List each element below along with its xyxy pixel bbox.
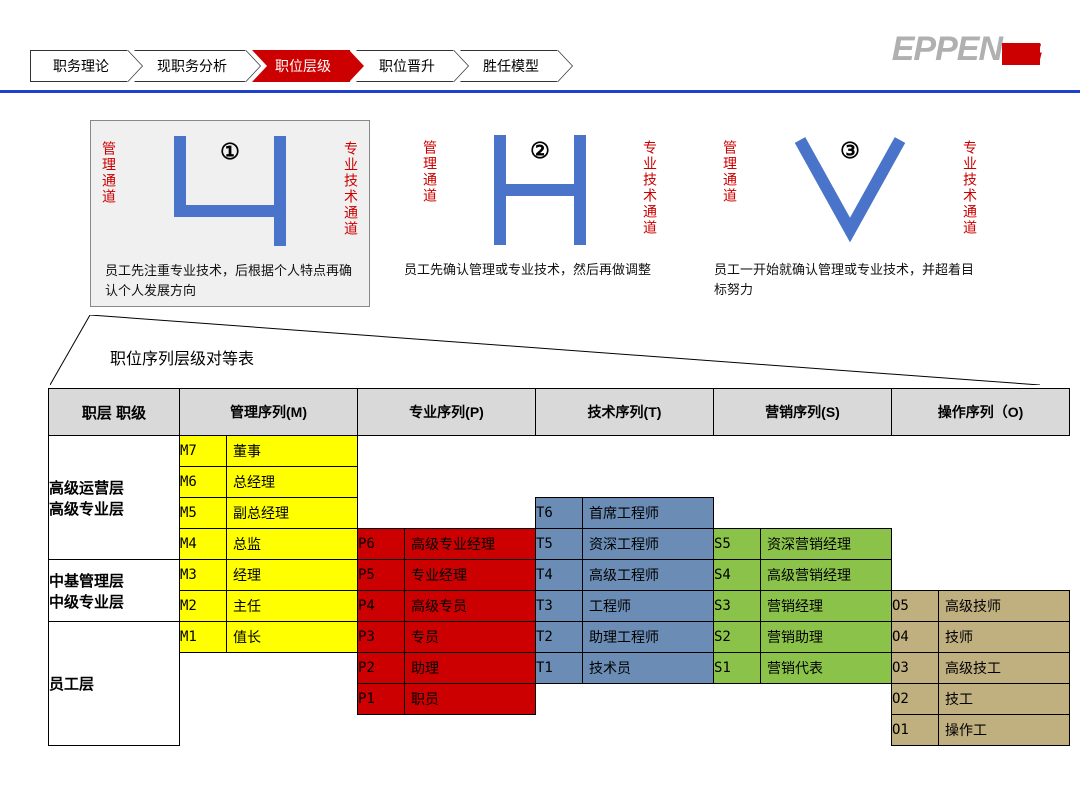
- mgmt-channel-label: 管理通道: [99, 141, 119, 205]
- col-t: 技术序列(T): [536, 389, 714, 436]
- code-cell: S3: [714, 591, 761, 622]
- path-number: ②: [530, 138, 550, 164]
- table-header-row: 职层 职级 管理序列(M) 专业序列(P) 技术序列(T) 营销序列(S) 操作…: [49, 389, 1070, 436]
- label-cell: 技工: [939, 684, 1070, 715]
- code-cell: S1: [714, 653, 761, 684]
- code-cell: O2: [892, 684, 939, 715]
- label-cell: 助理工程师: [583, 622, 714, 653]
- code-cell: T3: [536, 591, 583, 622]
- code-cell: T2: [536, 622, 583, 653]
- label-cell: 首席工程师: [583, 498, 714, 529]
- code-cell: S5: [714, 529, 761, 560]
- code-cell: M3: [180, 560, 227, 591]
- code-cell: P1: [358, 684, 405, 715]
- crumb-competency[interactable]: 胜任模型: [460, 50, 558, 82]
- code-cell: T5: [536, 529, 583, 560]
- code-cell: P4: [358, 591, 405, 622]
- path-desc: 员工一开始就确认管理或专业技术，并超着目标努力: [710, 260, 990, 299]
- label-cell: 主任: [227, 591, 358, 622]
- code-cell: P5: [358, 560, 405, 591]
- label-cell: 资深工程师: [583, 529, 714, 560]
- code-cell: P6: [358, 529, 405, 560]
- code-cell: T6: [536, 498, 583, 529]
- path-desc: 员工先确认管理或专业技术，然后再做调整: [400, 260, 680, 280]
- layer-middle: 中基管理层 中级专业层: [49, 560, 180, 622]
- table-row: 员工层 M1 值长 P3 专员 T2 助理工程师 S2 营销助理 O4 技师: [49, 622, 1070, 653]
- code-cell: S2: [714, 622, 761, 653]
- table-row: M2 主任 P4 高级专员 T3 工程师 S3 营销经理 O5 高级技师: [49, 591, 1070, 622]
- layer-senior: 高级运营层 高级专业层: [49, 436, 180, 560]
- table-title: 职位序列层级对等表: [110, 345, 254, 369]
- label-cell: 高级专业经理: [405, 529, 536, 560]
- label-cell: 高级营销经理: [761, 560, 892, 591]
- path-number: ③: [840, 138, 860, 164]
- path-number: ①: [220, 139, 240, 165]
- path-desc: 员工先注重专业技术，后根据个人特点再确认个人发展方向: [101, 261, 359, 300]
- mgmt-channel-label: 管理通道: [420, 140, 440, 204]
- code-cell: M5: [180, 498, 227, 529]
- crumb-analysis[interactable]: 现职务分析: [134, 50, 246, 82]
- col-m: 管理序列(M): [180, 389, 358, 436]
- label-cell: 工程师: [583, 591, 714, 622]
- code-cell: M4: [180, 529, 227, 560]
- career-path-2: 管理通道 专业技术通道 ② 员工先确认管理或专业技术，然后再做调整: [400, 120, 680, 307]
- label-cell: 助理: [405, 653, 536, 684]
- label-cell: 值长: [227, 622, 358, 653]
- code-cell: M6: [180, 467, 227, 498]
- label-cell: 高级技工: [939, 653, 1070, 684]
- label-cell: 高级技师: [939, 591, 1070, 622]
- label-cell: 资深营销经理: [761, 529, 892, 560]
- code-cell: O1: [892, 715, 939, 746]
- label-cell: 技师: [939, 622, 1070, 653]
- divider: [0, 90, 1080, 93]
- table-row: P2 助理 T1 技术员 S1 营销代表 O3 高级技工: [49, 653, 1070, 684]
- col-layer: 职层 职级: [49, 389, 180, 436]
- label-cell: 董事: [227, 436, 358, 467]
- grade-table: 职层 职级 管理序列(M) 专业序列(P) 技术序列(T) 营销序列(S) 操作…: [48, 388, 1070, 746]
- tech-channel-label: 专业技术通道: [960, 140, 980, 236]
- code-cell: M2: [180, 591, 227, 622]
- crumb-theory[interactable]: 职务理论: [30, 50, 128, 82]
- code-cell: P2: [358, 653, 405, 684]
- crumb-promotion[interactable]: 职位晋升: [356, 50, 454, 82]
- col-s: 营销序列(S): [714, 389, 892, 436]
- crumb-level[interactable]: 职位层级: [252, 50, 350, 82]
- label-cell: 技术员: [583, 653, 714, 684]
- code-cell: P3: [358, 622, 405, 653]
- code-cell: O4: [892, 622, 939, 653]
- code-cell: T1: [536, 653, 583, 684]
- code-cell: O3: [892, 653, 939, 684]
- code-cell: O5: [892, 591, 939, 622]
- code-cell: T4: [536, 560, 583, 591]
- mgmt-channel-label: 管理通道: [720, 140, 740, 204]
- label-cell: 总监: [227, 529, 358, 560]
- career-path-3: 管理通道 专业技术通道 ③ 员工一开始就确认管理或专业技术，并超着目标努力: [710, 120, 990, 307]
- code-cell: M7: [180, 436, 227, 467]
- label-cell: 副总经理: [227, 498, 358, 529]
- label-cell: 营销经理: [761, 591, 892, 622]
- label-cell: 操作工: [939, 715, 1070, 746]
- code-cell: S4: [714, 560, 761, 591]
- label-cell: 总经理: [227, 467, 358, 498]
- col-o: 操作序列（O): [892, 389, 1070, 436]
- col-p: 专业序列(P): [358, 389, 536, 436]
- label-cell: 高级工程师: [583, 560, 714, 591]
- label-cell: 职员: [405, 684, 536, 715]
- career-path-1: 管理通道 专业技术通道 ① 员工先注重专业技术，后根据个人特点再确认个人发展方向: [90, 120, 370, 307]
- code-cell: M1: [180, 622, 227, 653]
- tech-channel-label: 专业技术通道: [341, 141, 361, 237]
- label-cell: 经理: [227, 560, 358, 591]
- label-cell: 专业经理: [405, 560, 536, 591]
- label-cell: 专员: [405, 622, 536, 653]
- label-cell: 营销助理: [761, 622, 892, 653]
- label-cell: 营销代表: [761, 653, 892, 684]
- layer-staff: 员工层: [49, 622, 180, 746]
- tech-channel-label: 专业技术通道: [640, 140, 660, 236]
- table-row: 高级运营层 高级专业层 M7 董事: [49, 436, 1070, 467]
- breadcrumb: 职务理论 现职务分析 职位层级 职位晋升 胜任模型: [30, 50, 558, 82]
- label-cell: 高级专员: [405, 591, 536, 622]
- career-paths: 管理通道 专业技术通道 ① 员工先注重专业技术，后根据个人特点再确认个人发展方向…: [90, 120, 990, 307]
- logo: EPPEN伊品: [892, 30, 1040, 69]
